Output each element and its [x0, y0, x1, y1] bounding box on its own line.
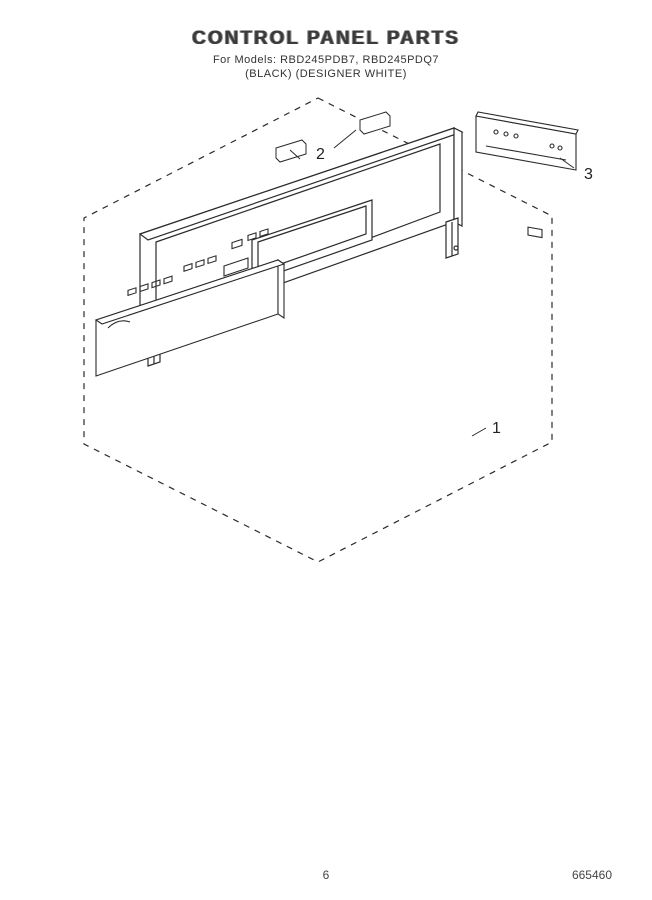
- callout-2: 2: [316, 146, 325, 164]
- mounting-clip-right: [360, 112, 390, 134]
- doc-number: 665460: [572, 868, 612, 882]
- callout-1: 1: [492, 420, 501, 438]
- page-number: 6: [323, 868, 330, 882]
- control-board-rear: [476, 112, 578, 238]
- exploded-diagram: [0, 0, 652, 900]
- page: CONTROL PANEL PARTS For Models: RBD245PD…: [0, 0, 652, 900]
- callout-3: 3: [584, 166, 593, 184]
